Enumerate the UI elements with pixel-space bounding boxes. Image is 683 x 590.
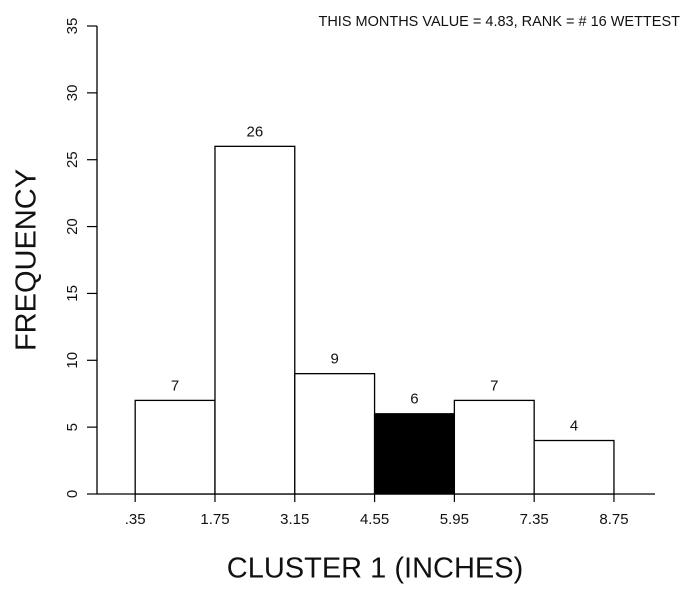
bar-value-label: 26	[247, 123, 264, 140]
bar-value-label: 7	[171, 377, 179, 394]
x-tick-label: 8.75	[599, 511, 628, 528]
bar	[373, 413, 456, 495]
y-axis-title: FREQUENCY	[11, 169, 43, 351]
bar	[294, 373, 376, 495]
y-tick-label: 20	[64, 218, 81, 235]
y-tick-label: 5	[64, 423, 81, 431]
bar-value-label: 4	[570, 417, 578, 434]
y-tick-label: 10	[64, 352, 81, 369]
x-tick-label: 7.35	[520, 511, 549, 528]
bar-value-label: 7	[490, 377, 498, 394]
y-tick-label: 15	[64, 285, 81, 302]
chart-title: THIS MONTHS VALUE = 4.83, RANK = # 16 WE…	[318, 14, 680, 30]
x-tick-label: 4.55	[360, 511, 389, 528]
x-tick-label: 5.95	[440, 511, 469, 528]
x-axis-title: CLUSTER 1 (INCHES)	[227, 553, 524, 585]
x-tick-label: .35	[125, 511, 146, 528]
bar-value-label: 6	[410, 391, 418, 408]
y-tick-label: 0	[64, 490, 81, 498]
bar	[533, 439, 615, 495]
bar-value-label: 9	[331, 351, 339, 368]
y-tick-label: 30	[64, 85, 81, 102]
bar	[214, 145, 296, 495]
bar	[134, 399, 216, 495]
x-tick-label: 1.75	[200, 511, 229, 528]
x-tick-label: 3.15	[280, 511, 309, 528]
y-tick-label: 35	[64, 18, 81, 35]
bar	[453, 399, 535, 495]
y-tick-label: 25	[64, 151, 81, 168]
